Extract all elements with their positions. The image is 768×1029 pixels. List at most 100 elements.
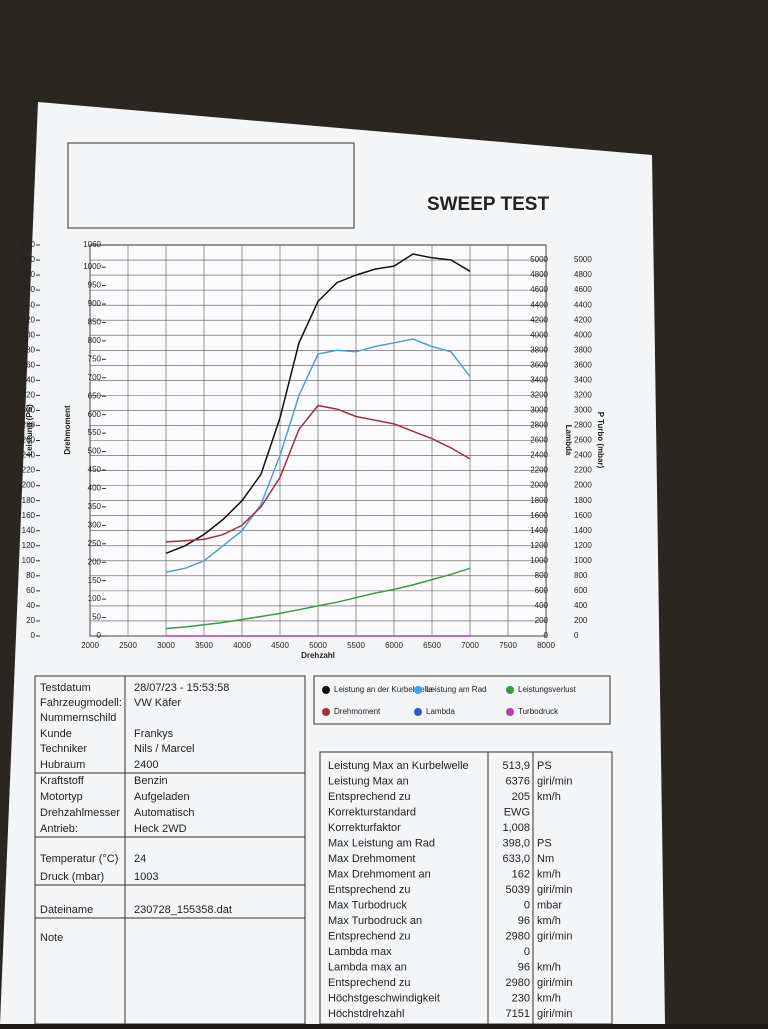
result-unit: giri/min bbox=[537, 977, 572, 989]
y2-tick-label: 300 bbox=[88, 520, 102, 529]
info-value: 28/07/23 - 15:53:58 bbox=[134, 682, 229, 694]
y2-tick-label: 150 bbox=[88, 576, 102, 585]
y-tick-label: 420 bbox=[22, 315, 36, 324]
result-unit: giri/min bbox=[537, 930, 572, 942]
legend-swatch bbox=[414, 708, 422, 716]
x-tick-label: 6000 bbox=[385, 641, 403, 650]
result-value: 6376 bbox=[506, 775, 530, 787]
result-value: 1,008 bbox=[502, 822, 530, 834]
info-label: Testdatum bbox=[40, 682, 91, 694]
y2-tick-label: 650 bbox=[88, 391, 102, 400]
series-line bbox=[165, 567, 471, 630]
y2-tick-label: 200 bbox=[88, 557, 102, 566]
result-value: 230 bbox=[512, 992, 530, 1004]
x-tick-label: 5000 bbox=[309, 641, 327, 650]
y2-tick-label: 350 bbox=[88, 502, 102, 511]
result-unit: Nm bbox=[537, 853, 554, 865]
y2-tick-label: 50 bbox=[92, 613, 101, 622]
y-tick-label: 520 bbox=[22, 240, 36, 249]
y4-tick-label: 4400 bbox=[574, 300, 592, 309]
legend-swatch bbox=[322, 686, 330, 694]
y-tick-label: 480 bbox=[22, 270, 36, 279]
legend-swatch bbox=[414, 686, 422, 694]
y-tick-label: 60 bbox=[26, 586, 35, 595]
y4-tick-label: 4800 bbox=[574, 270, 592, 279]
result-label: Korrekturstandard bbox=[328, 806, 416, 818]
result-label: Lambda max bbox=[328, 946, 392, 958]
y-tick-label: 400 bbox=[22, 330, 36, 339]
y-tick-label: 200 bbox=[22, 481, 36, 490]
y2-tick-label: 500 bbox=[88, 447, 102, 456]
result-label: Korrekturfaktor bbox=[328, 822, 401, 834]
y-tick-label: 440 bbox=[22, 300, 36, 309]
result-value: 633,0 bbox=[502, 853, 530, 865]
result-value: 0 bbox=[524, 899, 530, 911]
info-value: Benzin bbox=[134, 775, 168, 787]
result-label: Entsprechend zu bbox=[328, 977, 411, 989]
y-tick-label: 120 bbox=[22, 541, 36, 550]
result-value: 96 bbox=[518, 915, 530, 927]
x-tick-label: 2000 bbox=[81, 641, 99, 650]
info-label: Drehzahlmesser bbox=[40, 807, 120, 819]
result-value: EWG bbox=[504, 806, 530, 818]
legend-label: Drehmoment bbox=[334, 707, 381, 716]
result-label: Entsprechend zu bbox=[328, 884, 411, 896]
info-label: Dateiname bbox=[40, 904, 93, 916]
series-line bbox=[165, 404, 471, 543]
info-label: Nummernschild bbox=[40, 712, 116, 724]
y2-tick-label: 100 bbox=[88, 594, 102, 603]
result-label: Entsprechend zu bbox=[328, 930, 411, 942]
result-label: Max Turbodruck bbox=[328, 899, 407, 911]
y2-tick-label: 850 bbox=[88, 318, 102, 327]
result-unit: km/h bbox=[537, 992, 561, 1004]
y3-tick-label: 3000 bbox=[530, 406, 548, 415]
legend-label: Leistungsverlust bbox=[518, 685, 577, 694]
y2-tick-label: 950 bbox=[88, 281, 102, 290]
result-value: 398,0 bbox=[502, 837, 530, 849]
y4-tick-label: 400 bbox=[574, 601, 588, 610]
info-label: Druck (mbar) bbox=[40, 871, 104, 883]
info-label: Fahrzeugmodell: bbox=[40, 697, 122, 709]
result-label: Entsprechend zu bbox=[328, 791, 411, 803]
y4-tick-label: 1800 bbox=[574, 496, 592, 505]
result-label: Max Turbodruck an bbox=[328, 915, 422, 927]
y-tick-label: 240 bbox=[22, 451, 36, 460]
series-line bbox=[165, 338, 471, 573]
y4-tick-label: 0 bbox=[574, 631, 579, 640]
y3-tick-label: 2200 bbox=[530, 466, 548, 475]
y4-tick-label: 1200 bbox=[574, 541, 592, 550]
y4-tick-label: 4600 bbox=[574, 285, 592, 294]
result-unit: PS bbox=[537, 760, 552, 772]
info-value: VW Käfer bbox=[134, 697, 181, 709]
x-tick-label: 6500 bbox=[423, 641, 441, 650]
info-label: Note bbox=[40, 932, 63, 944]
y-tick-label: 280 bbox=[22, 421, 36, 430]
y3-tick-label: 0 bbox=[544, 631, 549, 640]
y3-tick-label: 4000 bbox=[530, 330, 548, 339]
y3-tick-label: 1800 bbox=[530, 496, 548, 505]
y4-tick-label: 200 bbox=[574, 616, 588, 625]
y4-tick-label: 3200 bbox=[574, 390, 592, 399]
y-tick-label: 80 bbox=[26, 571, 35, 580]
legend-box bbox=[313, 675, 611, 725]
legend-label: Lambda bbox=[426, 707, 455, 716]
result-label: Max Drehmoment bbox=[328, 853, 415, 865]
result-unit: giri/min bbox=[537, 884, 572, 896]
series-line bbox=[165, 253, 471, 554]
result-unit: km/h bbox=[537, 915, 561, 927]
info-label: Motortyp bbox=[40, 791, 83, 803]
result-label: Höchstgeschwindigkeit bbox=[328, 992, 440, 1004]
result-label: Leistung Max an bbox=[328, 775, 409, 787]
result-unit: mbar bbox=[537, 899, 562, 911]
y-tick-label: 140 bbox=[22, 526, 36, 535]
y4-tick-label: 2800 bbox=[574, 421, 592, 430]
legend-swatch bbox=[506, 686, 514, 694]
y4-tick-label: 4200 bbox=[574, 315, 592, 324]
info-value: Nils / Marcel bbox=[134, 743, 195, 755]
x-tick-label: 3500 bbox=[195, 641, 213, 650]
y3-tick-label: 1000 bbox=[530, 556, 548, 565]
info-value: Heck 2WD bbox=[134, 823, 187, 835]
y3-tick-label: 1400 bbox=[530, 526, 548, 535]
